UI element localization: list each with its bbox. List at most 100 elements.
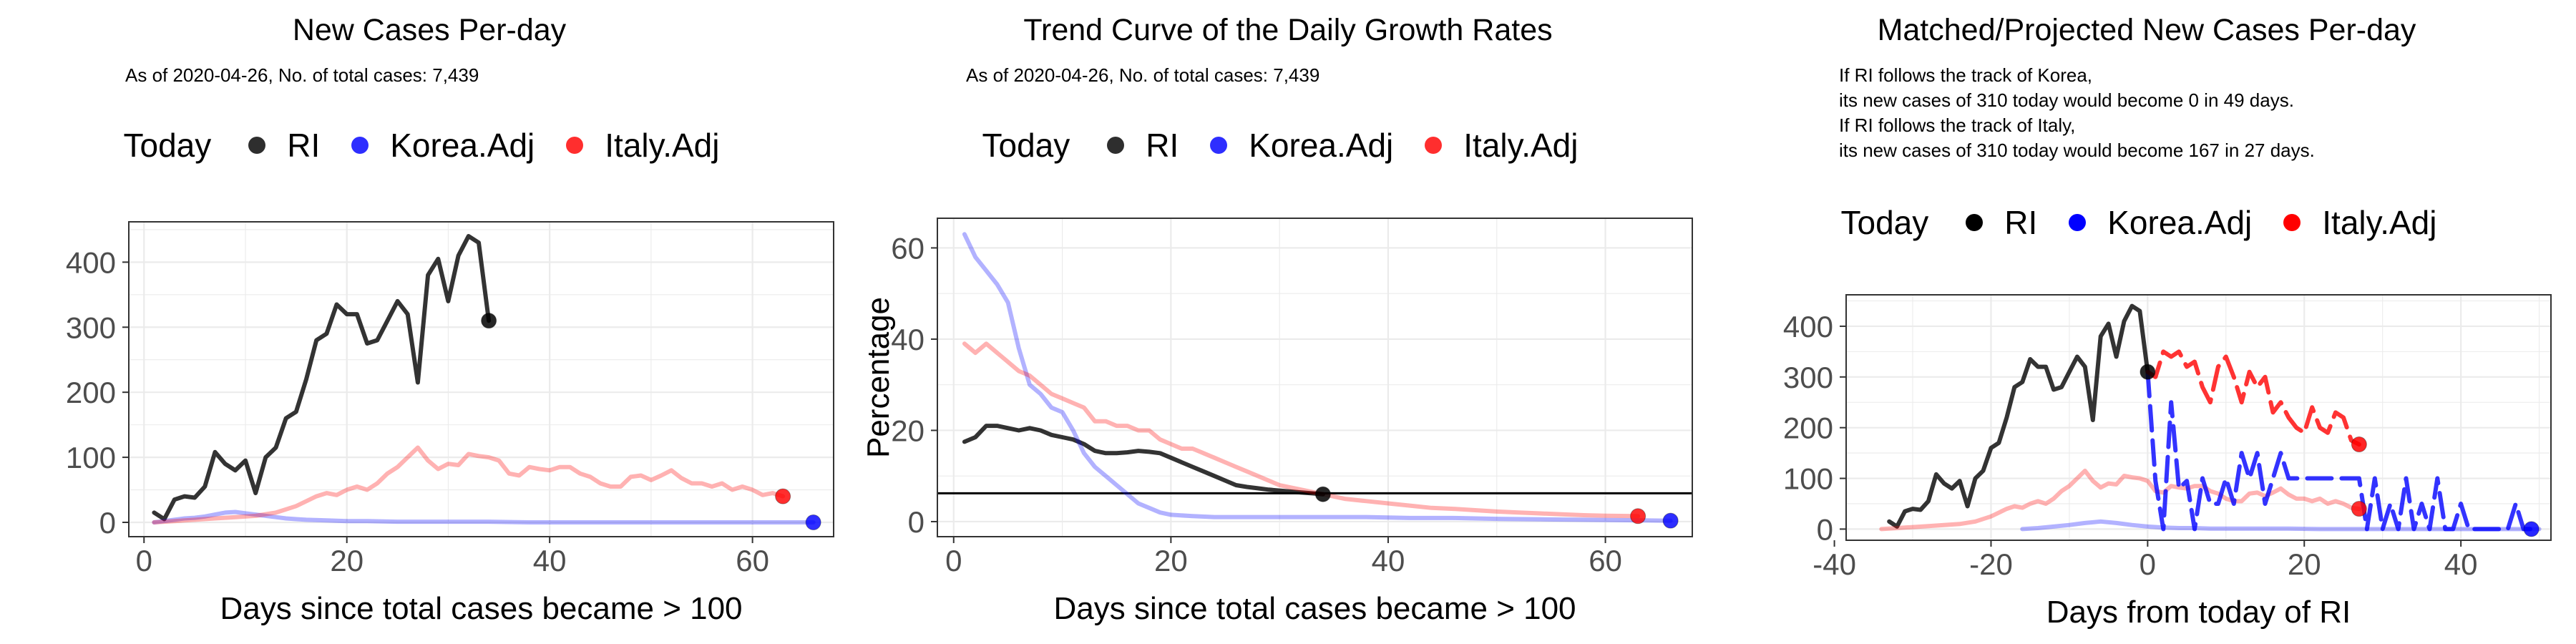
series-line-ri bbox=[152, 234, 492, 522]
chart-title: Trend Curve of the Daily Growth Rates bbox=[1023, 13, 1553, 47]
endpoint-marker bbox=[805, 514, 821, 530]
legend-label: Italy.Adj bbox=[605, 126, 720, 164]
y-axis-title: Percentage bbox=[861, 297, 896, 458]
x-tick-label: 20 bbox=[2288, 547, 2321, 581]
legend-key-dot bbox=[566, 136, 584, 154]
legend-label: Korea.Adj bbox=[390, 126, 535, 164]
endpoint-marker bbox=[1662, 512, 1679, 529]
plot-border bbox=[937, 218, 1693, 537]
y-tick-label: 300 bbox=[66, 311, 116, 344]
legend-title: Today bbox=[982, 126, 1070, 164]
legend-key-dot bbox=[248, 136, 266, 154]
legend-key-dot bbox=[2069, 213, 2087, 231]
legend-label: RI bbox=[2004, 203, 2038, 241]
chart-subtitle: If RI follows the track of Korea, bbox=[1839, 64, 2093, 86]
chart-subtitle: As of 2020-04-26, No. of total cases: 7,… bbox=[125, 64, 479, 86]
y-tick-label: 0 bbox=[908, 505, 924, 539]
legend-key-dot bbox=[1210, 136, 1228, 154]
panel-growth-rates: Trend Curve of the Daily Growth Rates As … bbox=[859, 0, 1717, 644]
series-line-italy-adj bbox=[152, 445, 786, 525]
x-tick-label: 40 bbox=[533, 544, 567, 577]
legend-label: RI bbox=[287, 126, 321, 164]
y-tick-label: 20 bbox=[891, 414, 924, 447]
legend: Today RI Korea.Adj Italy.Adj bbox=[859, 123, 1717, 165]
legend-item: RI bbox=[1107, 126, 1179, 165]
legend-key-dot bbox=[1107, 136, 1125, 154]
series-line-ri bbox=[962, 424, 1325, 497]
legend: Today RI Korea.Adj Italy.Adj bbox=[0, 123, 859, 165]
chart-subtitle: If RI follows the track of Italy, bbox=[1839, 114, 2076, 136]
chart-subtitle: its new cases of 310 today would become … bbox=[1839, 89, 2294, 111]
y-tick-label: 40 bbox=[891, 323, 924, 356]
x-axis-title: Days since total cases became > 100 bbox=[220, 591, 742, 626]
x-axis-title: Days since total cases became > 100 bbox=[1053, 591, 1576, 626]
legend-item: Korea.Adj bbox=[351, 126, 535, 165]
endpoint-marker bbox=[1630, 508, 1646, 525]
chart-subtitle: its new cases of 310 today would become … bbox=[1839, 140, 2315, 161]
legend-label: Italy.Adj bbox=[1463, 126, 1579, 164]
series-line-italy-adj-projection bbox=[2145, 349, 2361, 447]
x-tick-label: 0 bbox=[136, 544, 152, 577]
x-tick-label: -20 bbox=[1969, 547, 2013, 581]
chart-title: New Cases Per-day bbox=[292, 13, 567, 47]
endpoint-marker bbox=[2523, 521, 2540, 537]
x-tick-label: 40 bbox=[1372, 544, 1405, 577]
legend-item: Italy.Adj bbox=[1425, 126, 1578, 165]
x-tick-label: 20 bbox=[330, 544, 364, 577]
y-tick-label: 400 bbox=[1783, 310, 1833, 343]
y-tick-label: 0 bbox=[99, 506, 116, 540]
plot-border bbox=[1845, 294, 2552, 541]
panel-projected: Matched/Projected New Cases Per-day If RI… bbox=[1717, 0, 2576, 644]
series-line-ri bbox=[1887, 303, 2150, 529]
panel-new-cases: New Cases Per-day As of 2020-04-26, No. o… bbox=[0, 0, 859, 644]
endpoint-marker bbox=[775, 488, 791, 504]
endpoint-marker bbox=[2351, 436, 2367, 453]
legend-item: Korea.Adj bbox=[1210, 126, 1393, 165]
legend-item: Italy.Adj bbox=[566, 126, 719, 165]
legend-title: Today bbox=[123, 126, 212, 164]
y-tick-label: 100 bbox=[66, 441, 116, 474]
legend-key-dot bbox=[2283, 213, 2301, 231]
x-tick-label: 60 bbox=[1589, 544, 1622, 577]
endpoint-marker bbox=[1314, 486, 1331, 502]
plot-border bbox=[128, 221, 834, 537]
endpoint-marker bbox=[2140, 364, 2156, 380]
y-tick-label: 0 bbox=[1817, 512, 1833, 546]
legend-key-dot bbox=[1966, 213, 1984, 231]
legend-item: Italy.Adj bbox=[2283, 203, 2436, 242]
y-tick-label: 100 bbox=[1783, 462, 1833, 496]
x-tick-label: 20 bbox=[1154, 544, 1188, 577]
y-tick-label: 60 bbox=[891, 231, 924, 265]
legend-label: Italy.Adj bbox=[2322, 203, 2437, 241]
x-axis-title: Days from today of RI bbox=[2046, 595, 2351, 630]
legend: Today RI Korea.Adj Italy.Adj bbox=[1717, 200, 2576, 242]
legend-label: Korea.Adj bbox=[1249, 126, 1394, 164]
legend-item: Korea.Adj bbox=[2069, 203, 2252, 242]
x-tick-label: -40 bbox=[1813, 547, 1856, 581]
x-tick-label: 0 bbox=[2140, 547, 2156, 581]
legend-item: RI bbox=[248, 126, 320, 165]
y-tick-label: 400 bbox=[66, 245, 116, 279]
series-line-korea-adj-projection bbox=[2145, 369, 2534, 532]
x-tick-label: 60 bbox=[736, 544, 769, 577]
legend-label: Korea.Adj bbox=[2107, 203, 2253, 241]
chart-title: Matched/Projected New Cases Per-day bbox=[1877, 13, 2416, 47]
endpoint-marker bbox=[481, 313, 497, 329]
plot-area: 0 20 40 60 0 20 40 60 Days since total cases bec… bbox=[861, 218, 1693, 626]
series-line-korea-adj bbox=[962, 232, 1673, 523]
chart-subtitle: As of 2020-04-26, No. of total cases: 7,… bbox=[966, 64, 1320, 86]
legend-key-dot bbox=[351, 136, 369, 154]
y-tick-label: 200 bbox=[1783, 411, 1833, 445]
x-tick-label: 40 bbox=[2444, 547, 2478, 581]
series-line-korea-adj bbox=[2020, 519, 2542, 532]
plot-area: 0 20 40 60 0 100 200 300 400 Days since total cas… bbox=[66, 221, 834, 626]
legend-item: RI bbox=[1966, 203, 2037, 242]
series-line-italy-adj bbox=[1879, 468, 2361, 532]
endpoint-marker bbox=[2351, 501, 2367, 517]
y-tick-label: 200 bbox=[66, 376, 116, 409]
legend-key-dot bbox=[1425, 136, 1443, 154]
legend-title: Today bbox=[1840, 203, 1929, 241]
series-line-korea-adj bbox=[152, 509, 816, 525]
x-tick-label: 0 bbox=[945, 544, 962, 577]
